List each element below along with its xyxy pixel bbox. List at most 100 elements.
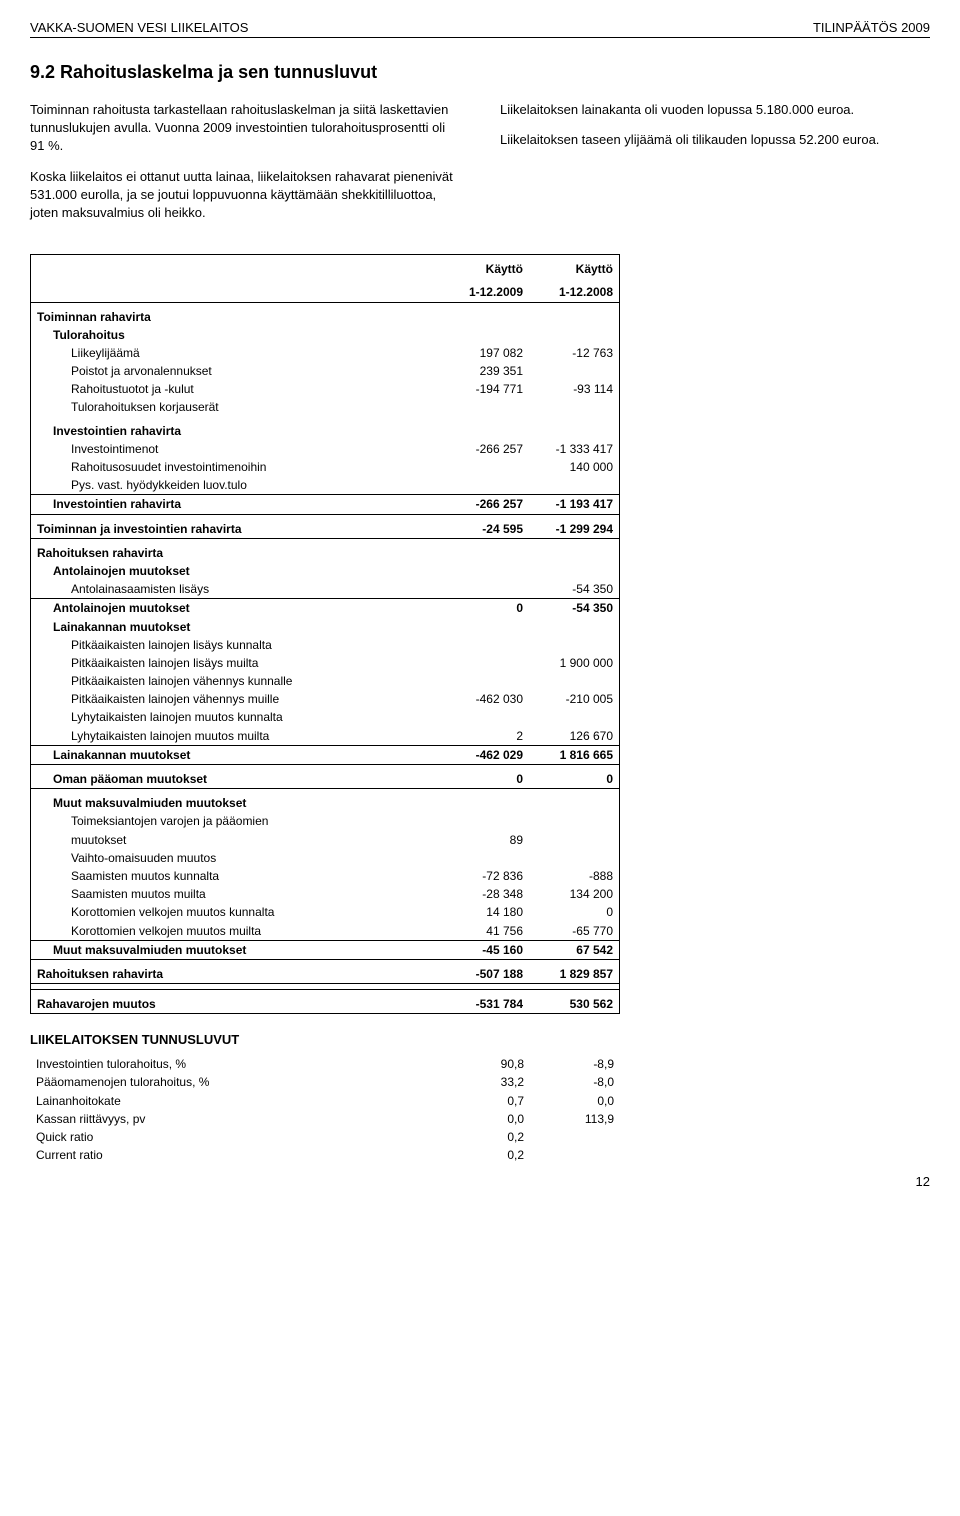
antolain-lis-label: Antolainasaamisten lisäys: [31, 580, 439, 599]
oman-paaoman-label: Oman pääoman muutokset: [31, 765, 439, 789]
tun-r3-v2: 0,0: [530, 1092, 620, 1110]
kor-k-v1: 14 180: [439, 903, 529, 921]
tun-r1-v2: -8,9: [530, 1055, 620, 1073]
inv-rahavirta-v1: -266 257: [439, 495, 529, 514]
tun-r6: Current ratio: [30, 1146, 440, 1164]
saam-k-label: Saamisten muutos kunnalta: [31, 867, 439, 885]
antolain-total: Antolainojen muutokset: [31, 599, 439, 618]
tun-r4: Kassan riittävyys, pv: [30, 1110, 440, 1128]
tulorahoitus-head: Tulorahoitus: [31, 326, 439, 344]
intro-left: Toiminnan rahoitusta tarkastellaan rahoi…: [30, 101, 460, 234]
kor-k-label: Korottomien velkojen muutos kunnalta: [31, 903, 439, 921]
rah-rahavirta-v2: 1 829 857: [529, 959, 619, 983]
poistot-label: Poistot ja arvonalennukset: [31, 362, 439, 380]
saam-m-label: Saamisten muutos muilta: [31, 885, 439, 903]
rahoitusosuudet-v2: 140 000: [529, 458, 619, 476]
muut-maksu-t-v2: 67 542: [529, 940, 619, 959]
antolain-lis-v2: -54 350: [529, 580, 619, 599]
rahoituksen-rahavirta-head: Rahoituksen rahavirta: [31, 538, 439, 562]
intro-p3: Liikelaitoksen lainakanta oli vuoden lop…: [500, 101, 930, 119]
lyh-m-label: Lyhytaikaisten lainojen muutos muilta: [31, 727, 439, 746]
header-right: TILINPÄÄTÖS 2009: [813, 20, 930, 35]
pla-vah-m-label: Pitkäaikaisten lainojen vähennys muille: [31, 690, 439, 708]
inv-rahavirta-head: Investointien rahavirta: [31, 417, 439, 440]
tunnusluvut-title: LIIKELAITOKSEN TUNNUSLUVUT: [30, 1032, 930, 1047]
liikeylijaama-v1: 197 082: [439, 344, 529, 362]
toimeksiantojen-v1: 89: [439, 831, 529, 849]
tun-r5: Quick ratio: [30, 1128, 440, 1146]
saam-k-v2: -888: [529, 867, 619, 885]
rahavarojen-v2: 530 562: [529, 990, 619, 1014]
rahoitustuotot-label: Rahoitustuotot ja -kulut: [31, 380, 439, 398]
rahoitusosuudet-label: Rahoitusosuudet investointimenoihin: [31, 458, 439, 476]
liikeylijaama-v2: -12 763: [529, 344, 619, 362]
tun-r4-v1: 0,0: [440, 1110, 530, 1128]
intro-right: Liikelaitoksen lainakanta oli vuoden lop…: [500, 101, 930, 234]
toim-inv-label: Toiminnan ja investointien rahavirta: [31, 514, 439, 538]
pla-lis-k-label: Pitkäaikaisten lainojen lisäys kunnalta: [31, 636, 439, 654]
tun-r5-v1: 0,2: [440, 1128, 530, 1146]
lyh-k-label: Lyhytaikaisten lainojen muutos kunnalta: [31, 708, 439, 726]
vaihto-label: Vaihto-omaisuuden muutos: [31, 849, 439, 867]
col1-header-a: Käyttö: [439, 255, 529, 278]
poistot-v1: 239 351: [439, 362, 529, 380]
kor-k-v2: 0: [529, 903, 619, 921]
oman-paaoman-v1: 0: [439, 765, 529, 789]
investointimenot-label: Investointimenot: [31, 440, 439, 458]
tun-r4-v2: 113,9: [530, 1110, 620, 1128]
kor-m-v1: 41 756: [439, 922, 529, 941]
intro-p4: Liikelaitoksen taseen ylijäämä oli tilik…: [500, 131, 930, 149]
tun-r2-v2: -8,0: [530, 1073, 620, 1091]
col2-header-a: Käyttö: [529, 255, 619, 278]
tun-r1: Investointien tulorahoitus, %: [30, 1055, 440, 1073]
pla-lis-m-v2: 1 900 000: [529, 654, 619, 672]
toim-inv-v1: -24 595: [439, 514, 529, 538]
kor-m-v2: -65 770: [529, 922, 619, 941]
kor-m-label: Korottomien velkojen muutos muilta: [31, 922, 439, 941]
rahoitustuotot-v1: -194 771: [439, 380, 529, 398]
toimeksiantojen-a: Toimeksiantojen varojen ja pääomien: [31, 812, 439, 830]
page-number: 12: [30, 1174, 930, 1189]
pla-vah-m-v2: -210 005: [529, 690, 619, 708]
tun-r3-v1: 0,7: [440, 1092, 530, 1110]
rahavarojen-label: Rahavarojen muutos: [31, 990, 439, 1014]
financial-table: Käyttö Käyttö 1-12.2009 1-12.2008 Toimin…: [31, 255, 619, 1013]
muut-maksu-head: Muut maksuvalmiuden muutokset: [31, 789, 439, 813]
financial-table-wrap: Käyttö Käyttö 1-12.2009 1-12.2008 Toimin…: [30, 254, 620, 1014]
intro-p1: Toiminnan rahoitusta tarkastellaan rahoi…: [30, 101, 460, 156]
lainakannan-total: Lainakannan muutokset: [31, 745, 439, 764]
tun-r3: Lainanhoitokate: [30, 1092, 440, 1110]
tun-r2-v1: 33,2: [440, 1073, 530, 1091]
korjauserat-label: Tulorahoituksen korjauserät: [31, 398, 439, 416]
lainakannan-mt-v2: 1 816 665: [529, 745, 619, 764]
saam-k-v1: -72 836: [439, 867, 529, 885]
tun-r1-v1: 90,8: [440, 1055, 530, 1073]
pla-vah-k-label: Pitkäaikaisten lainojen vähennys kunnall…: [31, 672, 439, 690]
intro-p2: Koska liikelaitos ei ottanut uutta laina…: [30, 168, 460, 223]
rah-rahavirta-total: Rahoituksen rahavirta: [31, 959, 439, 983]
rahoitustuotot-v2: -93 114: [529, 380, 619, 398]
muut-maksu-t-v1: -45 160: [439, 940, 529, 959]
antolain-mt-v2: -54 350: [529, 599, 619, 618]
oman-paaoman-v2: 0: [529, 765, 619, 789]
lyh-m-v1: 2: [439, 727, 529, 746]
saam-m-v2: 134 200: [529, 885, 619, 903]
muut-maksu-total: Muut maksuvalmiuden muutokset: [31, 940, 439, 959]
antolain-mt-v1: 0: [439, 599, 529, 618]
pla-vah-m-v1: -462 030: [439, 690, 529, 708]
pys-vast-label: Pys. vast. hyödykkeiden luov.tulo: [31, 476, 439, 495]
col2-header-b: 1-12.2008: [529, 278, 619, 302]
inv-rahavirta-v2: -1 193 417: [529, 495, 619, 514]
lainakannan-mt-v1: -462 029: [439, 745, 529, 764]
antolain-head: Antolainojen muutokset: [31, 562, 439, 580]
toimeksiantojen-b: muutokset: [31, 831, 439, 849]
tunnusluvut-table: Investointien tulorahoitus, %90,8-8,9 Pä…: [30, 1055, 620, 1164]
pla-lis-m-label: Pitkäaikaisten lainojen lisäys muilta: [31, 654, 439, 672]
lainakannan-head: Lainakannan muutokset: [31, 618, 439, 636]
toiminnan-rahavirta-head: Toiminnan rahavirta: [31, 302, 439, 326]
inv-rahavirta-total: Investointien rahavirta: [31, 495, 439, 514]
tun-r6-v1: 0,2: [440, 1146, 530, 1164]
page-header: VAKKA-SUOMEN VESI LIIKELAITOS TILINPÄÄTÖ…: [30, 20, 930, 38]
investointimenot-v1: -266 257: [439, 440, 529, 458]
col1-header-b: 1-12.2009: [439, 278, 529, 302]
